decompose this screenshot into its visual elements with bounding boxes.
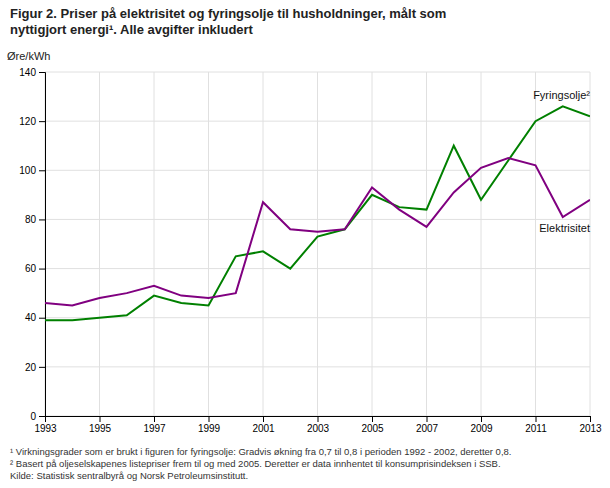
y-tick-mark (39, 367, 45, 368)
y-tick-label: 100 (19, 165, 36, 176)
x-tick-mark (427, 416, 428, 422)
x-tick-mark (318, 416, 319, 422)
y-tick-mark (39, 121, 45, 122)
y-tick-mark (39, 72, 45, 73)
text-line: Kilde: Statistisk sentralbyrå og Norsk P… (10, 470, 248, 481)
x-tick-mark (536, 416, 537, 422)
lines (45, 106, 590, 320)
text-line: Figur 2. Priser på elektrisitet og fyrin… (10, 6, 446, 21)
x-tick-mark (263, 416, 264, 422)
y-axis-line (39, 73, 46, 417)
text-line: nyttigjort energi¹. Alle avgifter inklud… (10, 22, 254, 37)
y-tick-label: 20 (25, 362, 37, 373)
x-tick-label: 1999 (198, 423, 221, 434)
chart: Figur 2. Priser på elektrisitet og fyrin… (0, 0, 610, 488)
x-tick: 2011 (525, 416, 547, 434)
text-line: ² Basert på oljeselskapenes listepriser … (10, 458, 501, 469)
y-tick: 100 (19, 165, 45, 176)
x-tick: 2001 (252, 416, 275, 434)
y-tick-mark (39, 269, 45, 270)
footnote: Kilde: Statistisk sentralbyrå og Norsk P… (10, 470, 248, 481)
x-tick-label: 2003 (307, 423, 330, 434)
grid-line-x (372, 72, 373, 416)
y-tick-label: 40 (25, 312, 37, 323)
footnote: ¹ Virkningsgrader som er brukt i figuren… (10, 446, 511, 457)
text-line: ¹ Virkningsgrader som er brukt i figuren… (10, 446, 511, 457)
y-tick: 20 (25, 362, 45, 373)
grid-line-x (481, 72, 482, 416)
grid-line-x (535, 72, 536, 416)
x-tick-mark (372, 416, 373, 422)
x-tick-label: 2001 (252, 423, 275, 434)
y-tick-label: 140 (19, 67, 36, 78)
x-tick: 2003 (307, 416, 330, 434)
x-tick-mark (209, 416, 210, 422)
grid (45, 72, 590, 416)
x-tick: 1993 (34, 416, 57, 434)
footnote: ² Basert på oljeselskapenes listepriser … (10, 458, 501, 469)
y-tick: 60 (25, 263, 45, 274)
x-tick: 2005 (361, 416, 384, 434)
x-tick: 1997 (143, 416, 166, 434)
y-tick-mark (39, 318, 45, 319)
x-tick-mark (100, 416, 101, 422)
y-tick: 0 (30, 411, 45, 422)
x-axis: 1993 1995 1997 1999 2001 2003 2005 2007 2009 2011… (34, 416, 602, 434)
x-tick-label: 1997 (143, 423, 166, 434)
series-line (45, 106, 590, 320)
x-tick-label: 2007 (416, 423, 439, 434)
x-tick-label: 2011 (525, 423, 547, 434)
x-tick-label: 1995 (89, 423, 112, 434)
y-axis-label: Øre/kWh (7, 50, 50, 62)
grid-line-x (99, 72, 100, 416)
y-tick-label: 120 (19, 116, 36, 127)
x-tick-label: 1993 (34, 423, 57, 434)
grid-line-x (263, 72, 264, 416)
x-tick-mark (590, 416, 591, 422)
grid-line-x (154, 72, 155, 416)
y-tick-label: 60 (25, 263, 37, 274)
x-axis-line (46, 417, 591, 423)
x-tick-mark (481, 416, 482, 422)
grid-line-x (590, 72, 591, 416)
x-tick: 2013 (579, 416, 602, 434)
x-tick: 2007 (416, 416, 439, 434)
y-tick: 140 (19, 67, 45, 78)
x-tick: 1995 (89, 416, 112, 434)
x-tick-label: 2013 (579, 423, 602, 434)
y-tick-mark (39, 170, 45, 171)
series-labels: Fyringsolje² Elektrisitet (533, 89, 590, 234)
footnotes: ¹ Virkningsgrader som er brukt i figuren… (10, 446, 511, 481)
grid-line-x (208, 72, 209, 416)
x-tick-label: 2005 (361, 423, 384, 434)
y-tick-mark (39, 416, 45, 417)
x-tick-label: 2009 (470, 423, 493, 434)
y-tick-label: 0 (30, 411, 36, 422)
y-tick-mark (39, 219, 45, 220)
x-tick-mark (154, 416, 155, 422)
series-line (45, 158, 590, 305)
y-tick: 40 (25, 312, 45, 323)
y-tick: 120 (19, 116, 45, 127)
title: nyttigjort energi¹. Alle avgifter inklud… (10, 22, 254, 37)
series-label: Elektrisitet (539, 222, 590, 234)
y-tick-label: 80 (25, 214, 37, 225)
title: Figur 2. Priser på elektrisitet og fyrin… (10, 6, 446, 21)
x-tick: 1999 (198, 416, 221, 434)
series-label: Fyringsolje² (533, 89, 590, 101)
x-tick: 2009 (470, 416, 493, 434)
grid-line-x (426, 72, 427, 416)
y-axis: 0 20 40 60 80 100 120 140 (19, 67, 45, 422)
grid-line-x (317, 72, 318, 416)
y-tick: 80 (25, 214, 45, 225)
